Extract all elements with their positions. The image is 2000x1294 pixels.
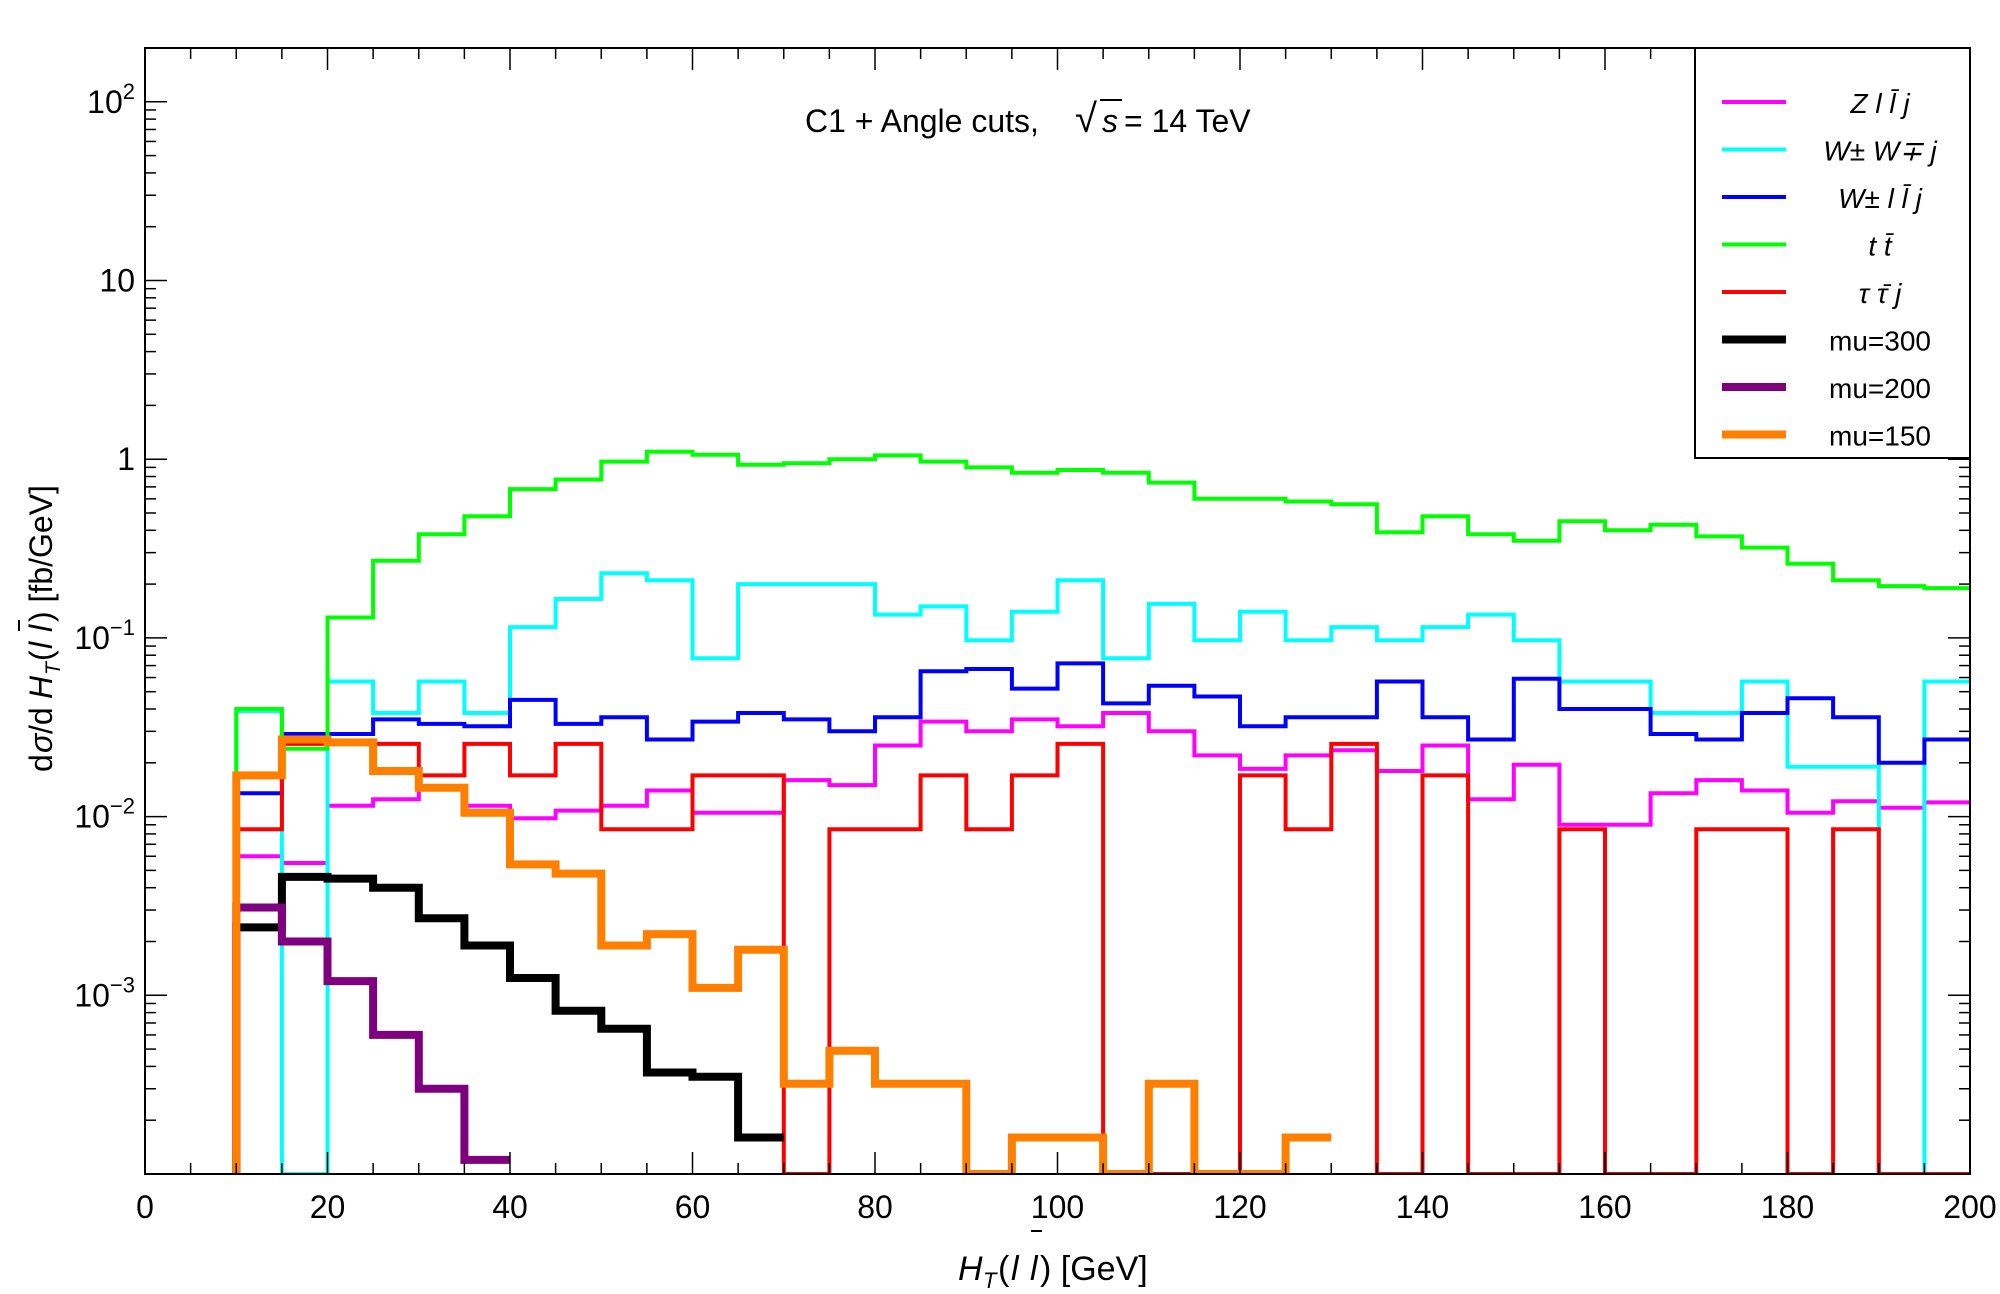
series-line-7 [232, 735, 1332, 1174]
svg-text:/d: /d [23, 707, 59, 734]
svg-text:√: √ [1075, 97, 1097, 141]
legend-label-3: t t̄ [1868, 231, 1894, 262]
series-line-1 [234, 571, 1970, 1174]
svg-text:T: T [42, 660, 65, 675]
legend-label-4: τ τ̄ j [1859, 278, 1903, 309]
legend-label-0: Z l l̄ j [1849, 88, 1910, 119]
y-tick-label: 10−1 [74, 615, 135, 656]
svg-text:(: ( [23, 650, 59, 661]
chart-title: C1 + Angle cuts, √ s = 14 TeV [805, 97, 1251, 141]
x-tick-label: 200 [1943, 1189, 1996, 1225]
x-tick-label: 180 [1761, 1189, 1814, 1225]
legend-label-5: mu=300 [1829, 326, 1931, 357]
series-layer [232, 449, 1970, 1174]
svg-text:) [fb/GeV]: ) [fb/GeV] [23, 485, 59, 622]
y-axis-label: d σ /d H T ( l l ) [fb/GeV] [18, 485, 65, 772]
svg-text:l: l [1030, 1250, 1039, 1288]
x-tick-label: 140 [1396, 1189, 1449, 1225]
svg-text:) [GeV]: ) [GeV] [1040, 1250, 1148, 1288]
svg-text:s: s [1102, 103, 1118, 139]
series-line-3 [234, 449, 1970, 1174]
x-axis-label: H T ( l l ) [GeV] [958, 1230, 1148, 1293]
legend-label-2: W± l l̄ j [1838, 183, 1923, 214]
svg-text:l: l [23, 624, 59, 632]
x-tick-label: 160 [1578, 1189, 1631, 1225]
y-tick-label: 10−3 [74, 972, 135, 1013]
title-text: C1 + Angle cuts, [805, 103, 1039, 139]
svg-text:l: l [23, 641, 59, 649]
legend-label-6: mu=200 [1829, 373, 1931, 404]
svg-text:H: H [23, 675, 59, 699]
x-tick-label: 40 [492, 1189, 528, 1225]
series-line-4 [234, 741, 1970, 1174]
svg-text:σ: σ [23, 732, 59, 753]
legend-label-1: W± W∓ j [1823, 136, 1937, 167]
y-tick-label: 10 [99, 262, 135, 298]
y-tick-label: 102 [87, 79, 135, 120]
svg-text:(: ( [998, 1250, 1010, 1288]
series-line-6 [232, 903, 510, 1174]
y-tick-label: 1 [117, 441, 135, 477]
x-tick-label: 0 [136, 1189, 154, 1225]
y-tick-label: 10−2 [74, 794, 135, 835]
x-tick-label: 120 [1213, 1189, 1266, 1225]
legend: Z l l̄ j W± W∓ j W± l l̄ j t t̄ τ τ̄ j mu=300… [1694, 47, 1971, 459]
series-line-2 [234, 661, 1970, 1174]
title-text-suffix: = 14 TeV [1124, 103, 1251, 139]
x-tick-label: 60 [675, 1189, 711, 1225]
svg-text:d: d [23, 754, 59, 772]
svg-text:l: l [1011, 1250, 1020, 1288]
axes-layer: 0 20 40 60 80 100 120 140 160 180 200 10−3 10−2 10−1 1… [74, 47, 1997, 1225]
x-tick-label: 100 [1031, 1189, 1084, 1225]
svg-text:T: T [983, 1268, 998, 1293]
x-tick-label: 20 [310, 1189, 346, 1225]
x-tick-label: 80 [857, 1189, 893, 1225]
legend-label-7: mu=150 [1829, 421, 1931, 452]
series-line-5 [232, 872, 784, 1174]
svg-text:H: H [958, 1250, 983, 1288]
